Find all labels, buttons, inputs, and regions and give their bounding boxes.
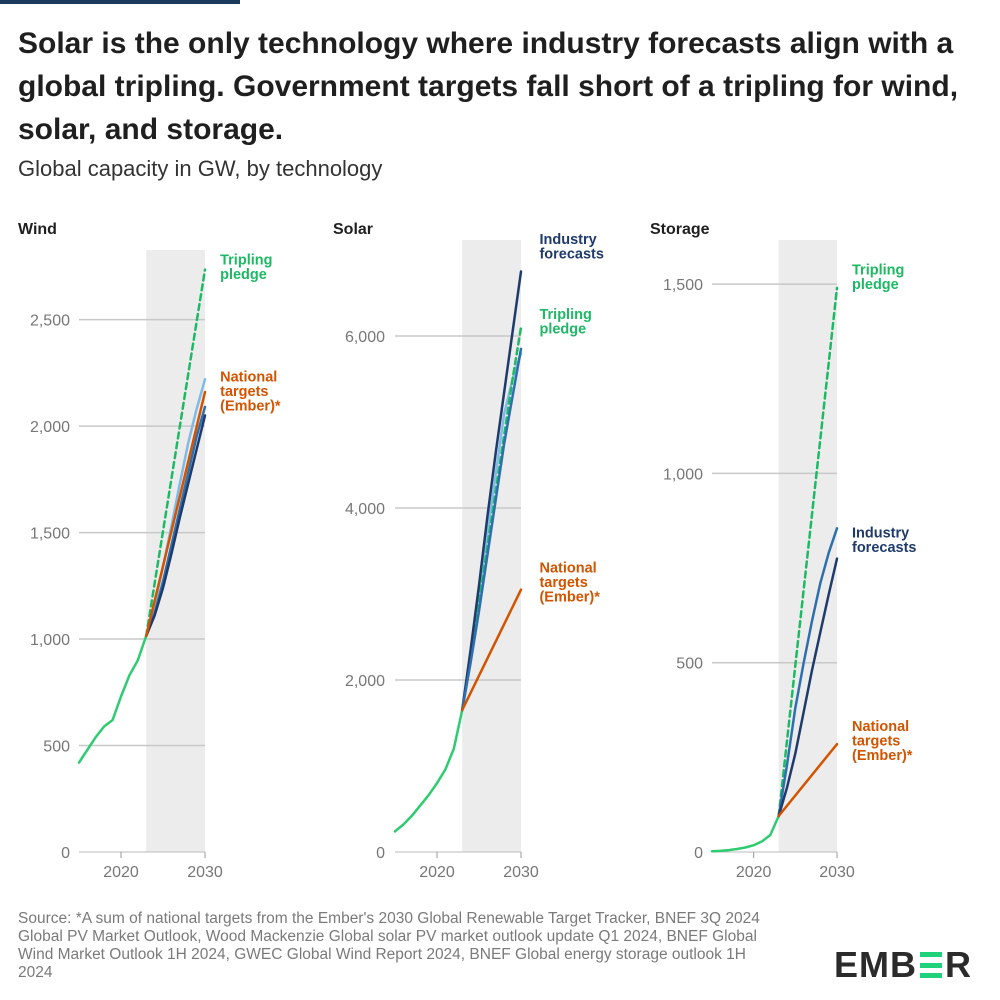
wind-panel: Wind 0 500 1,000 1,500 2,000 2,500 2020 2030 Trip… (18, 221, 281, 881)
chart-subtitle: Global capacity in GW, by technology (18, 156, 383, 181)
solar-label-tripling: Tripling pledge (539, 307, 591, 338)
logo-e-mark (920, 952, 942, 978)
solar-x-tick-label: 2030 (503, 864, 539, 881)
storage-label-line: forecasts (852, 540, 916, 556)
solar-y-tick-label: 2,000 (345, 673, 385, 690)
wind-label-line: (Ember)* (220, 398, 281, 414)
storage-label-line: pledge (852, 277, 899, 293)
wind-series-industry-dark (144, 414, 207, 638)
storage-series-industry-dark (777, 557, 839, 818)
solar-label-national: National targets (Ember)* (539, 561, 600, 606)
wind-y-tick-label: 500 (43, 739, 70, 756)
storage-y-tick-label: 500 (676, 656, 703, 673)
storage-series-national (777, 742, 839, 818)
storage-panel: Storage 0 500 1,000 1,500 2020 2030 Tripling ple… (650, 221, 916, 881)
solar-label-line: pledge (539, 321, 586, 337)
wind-panel-title: Wind (18, 221, 57, 238)
storage-label-line: Industry (852, 526, 909, 542)
solar-label-line: Industry (539, 232, 596, 248)
storage-x-tick-label: 2030 (819, 864, 855, 881)
solar-label-line: (Ember)* (539, 590, 600, 606)
solar-y-tick-label: 6,000 (345, 329, 385, 346)
wind-label-line: Tripling (220, 252, 272, 268)
storage-series-tripling (777, 286, 839, 818)
storage-panel-title: Storage (650, 221, 710, 238)
storage-label-line: Tripling (852, 263, 904, 279)
solar-panel: Solar 0 2,000 4,000 6,000 2020 2030 Industry for… (333, 221, 604, 881)
wind-y-tick-label: 0 (61, 845, 70, 862)
storage-label-industry-dark: Industry forecasts (852, 526, 916, 557)
storage-series-historical (710, 814, 780, 853)
solar-label-line: Tripling (539, 307, 591, 323)
top-accent-bar (0, 0, 240, 4)
chart-title: Solar is the only technology where indus… (18, 27, 959, 146)
ember-logo: EMB R (834, 944, 972, 986)
storage-y-tick-label: 1,000 (663, 466, 703, 483)
wind-x-tick-label: 2020 (103, 864, 139, 881)
wind-series-national (144, 390, 207, 638)
storage-label-line: (Ember)* (852, 748, 913, 764)
wind-label-line: targets (220, 384, 268, 400)
solar-label-line: forecasts (539, 246, 603, 262)
solar-label-line: National (539, 561, 596, 577)
solar-label-industry-dark: Industry forecasts (539, 232, 603, 262)
solar-y-tick-label: 4,000 (345, 501, 385, 518)
solar-series-national (460, 588, 523, 712)
wind-label-line: National (220, 369, 277, 385)
wind-forecast-shade (146, 250, 205, 852)
wind-y-tick-label: 2,500 (30, 313, 70, 330)
storage-label-national: National targets (Ember)* (852, 719, 913, 764)
wind-y-tick-label: 1,500 (30, 526, 70, 543)
solar-label-line: targets (539, 575, 587, 591)
wind-label-tripling: Tripling pledge (220, 252, 272, 283)
solar-y-tick-label: 0 (376, 845, 385, 862)
wind-series-historical (77, 634, 148, 764)
storage-x-tick-label: 2020 (736, 864, 772, 881)
solar-panel-title: Solar (333, 221, 373, 238)
wind-label-national: National targets (Ember)* (220, 369, 281, 414)
storage-y-tick-label: 1,500 (663, 277, 703, 294)
wind-x-tick-label: 2030 (187, 864, 223, 881)
solar-x-tick-label: 2020 (419, 864, 455, 881)
source-note: Source: *A sum of national targets from … (18, 910, 760, 981)
solar-series-industry-mid (460, 347, 523, 712)
storage-label-line: targets (852, 733, 900, 749)
wind-label-line: pledge (220, 267, 267, 283)
solar-series-industry-dark (460, 270, 523, 712)
wind-series-tripling (144, 268, 207, 638)
storage-series-industry-mid (777, 527, 839, 818)
logo-text-start: EMB (834, 944, 917, 985)
storage-label-tripling: Tripling pledge (852, 263, 904, 294)
solar-series-historical (393, 708, 464, 833)
wind-y-tick-label: 2,000 (30, 419, 70, 436)
storage-y-tick-label: 0 (694, 845, 703, 862)
storage-label-line: National (852, 719, 909, 735)
logo-text-end: R (945, 944, 972, 985)
wind-y-tick-label: 1,000 (30, 632, 70, 649)
